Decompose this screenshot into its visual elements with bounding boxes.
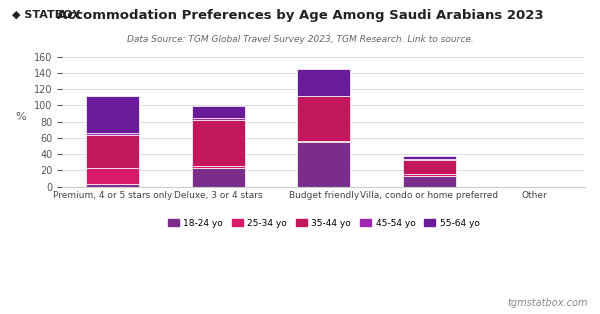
Y-axis label: %: % xyxy=(15,111,26,122)
Bar xyxy=(192,120,245,166)
Bar xyxy=(298,96,350,141)
Bar xyxy=(298,141,350,142)
Bar xyxy=(86,135,139,168)
Bar xyxy=(403,159,455,160)
Bar xyxy=(192,168,245,187)
Bar xyxy=(192,118,245,120)
Bar xyxy=(403,160,455,174)
Text: ◆ STATBOX: ◆ STATBOX xyxy=(12,9,81,19)
Text: Data Source: TGM Global Travel Survey 2023, TGM Research. Link to source.: Data Source: TGM Global Travel Survey 20… xyxy=(127,35,473,44)
Bar xyxy=(403,174,455,176)
Bar xyxy=(298,142,350,187)
Bar xyxy=(86,168,139,184)
Bar xyxy=(86,133,139,135)
Bar xyxy=(403,156,455,159)
Bar xyxy=(86,184,139,187)
Text: tgmstatbox.com: tgmstatbox.com xyxy=(508,298,588,308)
Bar xyxy=(403,176,455,187)
Bar xyxy=(192,166,245,168)
Bar xyxy=(298,69,350,96)
Legend: 18-24 yo, 25-34 yo, 35-44 yo, 45-54 yo, 55-64 yo: 18-24 yo, 25-34 yo, 35-44 yo, 45-54 yo, … xyxy=(164,215,483,231)
Bar xyxy=(192,106,245,118)
Bar xyxy=(86,96,139,133)
Text: Accommodation Preferences by Age Among Saudi Arabians 2023: Accommodation Preferences by Age Among S… xyxy=(56,9,544,22)
